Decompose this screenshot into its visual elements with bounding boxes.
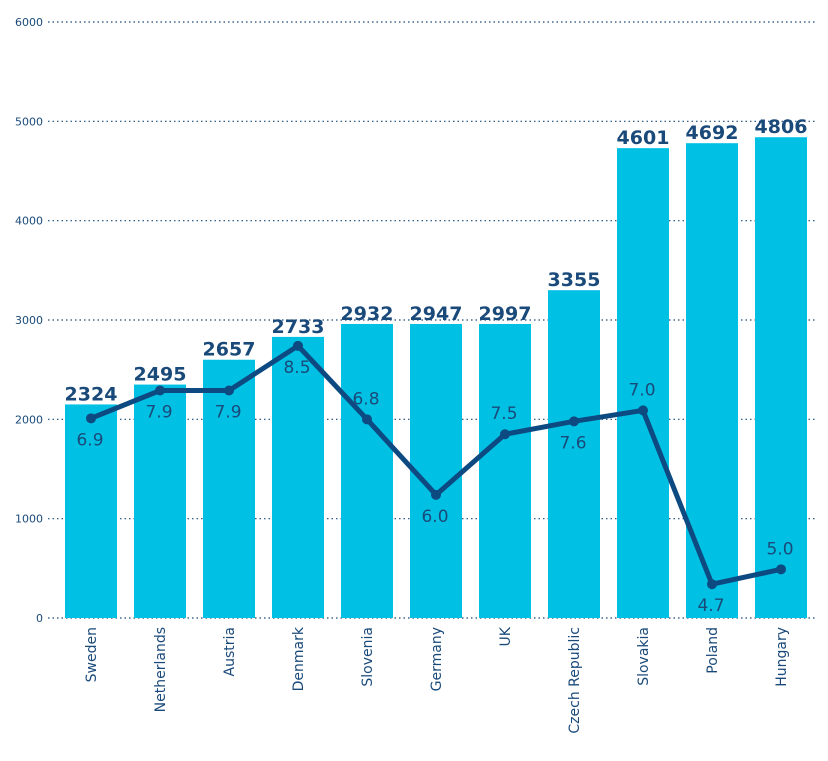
line-value-label: 7.5 [490,404,517,424]
line-value-label: 5.0 [766,539,793,559]
line-point [293,340,303,351]
line-point [500,429,510,440]
bars [65,137,807,619]
bar-value-label: 4692 [686,122,739,144]
y-tick-label: 4000 [15,215,43,228]
bar-value-label: 4601 [617,127,670,149]
category-label: Slovakia [636,627,652,686]
bar-value-label: 2947 [410,303,463,325]
bar-value-label: 3355 [548,269,601,291]
line-point [86,413,96,424]
line-point [707,579,717,590]
line-series [86,340,786,590]
category-label: Hungary [774,627,790,687]
bar [548,290,600,618]
bar [341,323,393,618]
x-axis-categories: Sweden Netherlands Austria Denmark Slovenia G… [84,626,790,733]
category-label: Austria [222,627,238,676]
bar-value-label: 2495 [134,364,187,386]
y-tick-label: 1000 [15,513,43,526]
bar-value-labels: 2324 2495 2657 2733 2932 2947 2997 3355 4601 4692… [65,116,808,405]
line-value-labels: 6.9 7.9 7.9 8.5 6.8 6.0 7.5 7.6 7.0 4.7 5.0 [76,358,793,616]
line-point [224,385,234,396]
y-tick-label: 2000 [15,413,43,426]
category-label: Slovenia [360,627,376,687]
category-label: UK [498,626,514,646]
line-point [362,414,372,425]
y-tick-label: 0 [36,612,43,625]
bar-value-label: 2324 [65,383,118,405]
bar [203,359,255,618]
line-value-label: 4.7 [697,596,724,616]
y-tick-label: 6000 [15,16,43,29]
line-value-label: 7.0 [628,380,655,400]
line-point [431,489,441,500]
bar-value-label: 2997 [479,303,532,325]
line-value-label: 7.9 [214,403,241,423]
line-value-label: 8.5 [283,358,310,378]
y-tick-label: 5000 [15,115,43,128]
bar [755,137,807,618]
line-value-label: 6.9 [76,430,103,450]
line-point [776,564,786,575]
bar [686,143,738,619]
bar-value-label: 2932 [341,303,394,325]
bar [134,384,186,618]
line-point [638,405,648,416]
category-label: Germany [429,627,445,691]
line-value-label: 7.9 [145,403,172,423]
bar-value-label: 2657 [203,339,256,361]
category-label: Sweden [84,627,100,682]
line-value-label: 7.6 [559,433,586,453]
bar-value-label: 4806 [755,116,808,138]
line-point [569,416,579,427]
bar [617,148,669,619]
y-axis-ticks: 0 1000 2000 3000 4000 5000 6000 [15,16,43,625]
category-label: Poland [705,627,721,674]
bar [410,323,462,618]
category-label: Netherlands [153,627,169,712]
bar-value-label: 2733 [272,316,325,338]
y-tick-label: 3000 [15,314,43,327]
bar [479,323,531,618]
line-point [155,385,165,396]
line-value-label: 6.8 [352,389,379,409]
category-label: Czech Republic [567,627,583,734]
bar [65,404,117,618]
line-value-label: 6.0 [421,507,448,527]
category-label: Denmark [291,626,307,691]
bar [272,336,324,618]
